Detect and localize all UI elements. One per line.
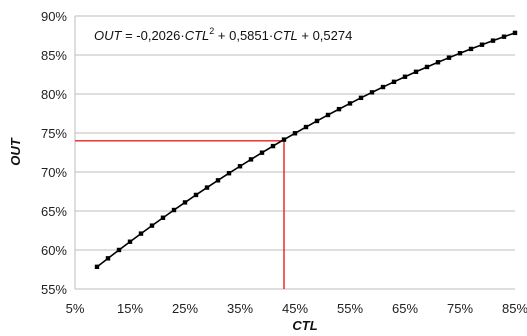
data-point xyxy=(149,223,155,228)
data-point xyxy=(501,34,507,39)
x-tick-label: 85% xyxy=(502,301,527,316)
equation-exponent: 2 xyxy=(209,26,214,36)
x-tick-label: 65% xyxy=(392,301,418,316)
data-point xyxy=(435,60,441,65)
series-line xyxy=(96,32,516,268)
data-point xyxy=(226,171,232,176)
x-tick-label: 5% xyxy=(66,301,85,316)
data-point xyxy=(248,157,254,162)
data-point xyxy=(160,215,166,220)
data-point xyxy=(303,124,309,130)
x-tick-label: 15% xyxy=(117,301,143,316)
equation-out: OUT xyxy=(94,28,123,43)
data-point xyxy=(347,101,353,106)
data-point xyxy=(127,239,133,244)
data-point xyxy=(314,118,320,124)
equation-label: OUT = -0,2026·CTL2 + 0,5851·CTL + 0,5274 xyxy=(94,26,352,43)
data-point xyxy=(105,256,111,261)
data-point xyxy=(512,30,518,36)
data-point xyxy=(237,164,243,169)
data-point xyxy=(281,137,287,142)
equation-ctl-1: CTL xyxy=(185,28,210,43)
data-point xyxy=(259,150,265,155)
data-point xyxy=(369,90,375,95)
data-point xyxy=(413,69,419,74)
data-point xyxy=(270,143,276,149)
data-point xyxy=(380,84,386,90)
data-point xyxy=(116,247,122,253)
data-point xyxy=(490,38,496,43)
y-tick-label: 55% xyxy=(41,282,67,297)
data-point xyxy=(204,185,210,190)
x-axis-title: CTL xyxy=(292,318,317,333)
data-point xyxy=(292,131,298,136)
data-point xyxy=(171,207,177,213)
x-tick-label: 75% xyxy=(447,301,473,316)
y-tick-label: 75% xyxy=(41,126,67,141)
data-point xyxy=(358,95,364,101)
data-point xyxy=(457,51,463,56)
data-point xyxy=(325,112,331,118)
equation-part-2: + 0,5851· xyxy=(214,28,273,43)
data-point xyxy=(215,178,221,183)
equation-part-1: = -0,2026· xyxy=(121,28,184,43)
y-tick-label: 85% xyxy=(41,48,67,63)
x-tick-labels: 5% 15% 25% 35% 45% 55% 65% 75% 85% xyxy=(66,301,527,316)
y-tick-label: 60% xyxy=(41,243,67,258)
data-point xyxy=(446,55,452,60)
data-point xyxy=(391,79,397,85)
reference-lines xyxy=(75,140,285,289)
data-point xyxy=(336,106,342,112)
y-tick-label: 90% xyxy=(41,9,67,24)
series-curve xyxy=(94,30,518,270)
y-axis-title: OUT xyxy=(8,137,23,166)
data-point xyxy=(402,74,408,79)
equation-part-3: + 0,5274 xyxy=(298,28,353,43)
x-tick-label: 55% xyxy=(337,301,363,316)
y-tick-labels: 55% 60% 65% 70% 75% 80% 85% 90% xyxy=(41,9,67,297)
y-tick-label: 65% xyxy=(41,204,67,219)
y-tick-label: 80% xyxy=(41,87,67,102)
data-point xyxy=(182,200,188,205)
x-tick-label: 35% xyxy=(227,301,253,316)
data-point xyxy=(479,42,485,47)
data-point xyxy=(424,64,430,70)
equation-ctl-2: CTL xyxy=(273,28,298,43)
y-tick-label: 70% xyxy=(41,165,67,180)
data-point xyxy=(138,231,144,236)
x-tick-label: 25% xyxy=(172,301,198,316)
data-point xyxy=(193,192,199,198)
data-point xyxy=(468,46,474,52)
data-point xyxy=(94,264,100,270)
x-tick-label: 45% xyxy=(282,301,308,316)
